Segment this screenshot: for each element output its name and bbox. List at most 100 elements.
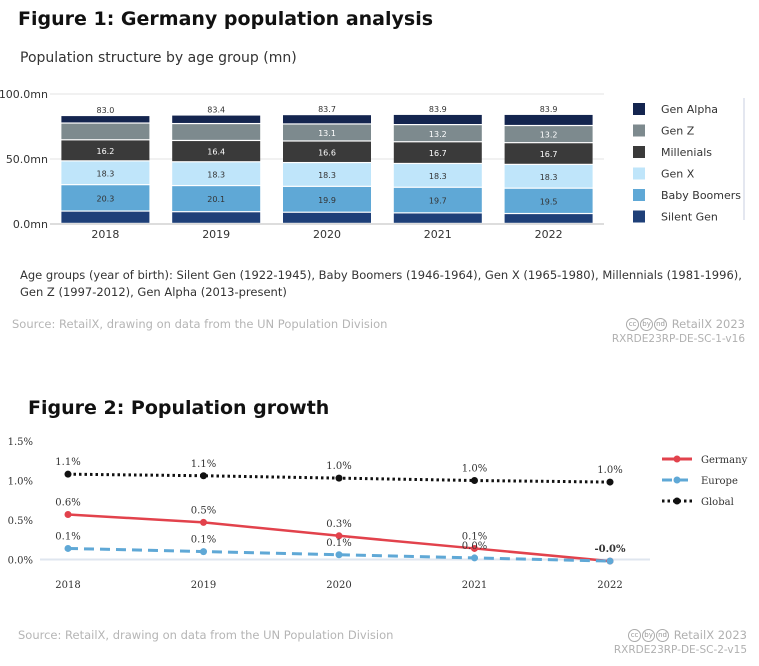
legend-swatch [633,210,645,223]
europe-line [67,546,611,563]
legend-label: Gen X [661,168,695,181]
by-license-icon: by [640,318,654,331]
nd-license-icon: nd [656,629,670,642]
x-tick-label: 2022 [597,580,622,591]
germany-point [335,532,343,540]
legend-marker [673,455,681,463]
bar-segment [393,142,482,163]
legend-swatch [633,124,645,137]
data-label: 1.0% [597,465,622,476]
y-tick-label: 0.5% [8,516,33,527]
bar-segment [283,212,371,223]
bar-total-label: 83.9 [540,105,558,114]
bar-segment [172,124,261,140]
x-tick-label: 2019 [202,228,230,241]
bar-data-label: 13.1 [318,129,336,138]
europe-point [335,551,343,559]
legend-swatch [633,146,645,158]
bar-segment [504,143,593,164]
y-tick-label: 1.0% [8,477,33,488]
bar-total-label: 83.9 [429,105,447,114]
global-point [606,478,614,486]
data-label: 1.0% [326,461,351,472]
bar-segment [504,114,593,125]
y-tick-label: 50.0mn [6,153,48,166]
bar-segment [172,162,261,185]
legend-label: Gen Z [661,125,695,138]
germany-point [471,544,478,552]
bar-data-label: 16.7 [429,149,447,158]
bar-segment [283,115,371,124]
x-tick-label: 2021 [462,580,487,591]
data-label: 0.1% [191,535,216,546]
bar-segment [283,124,371,141]
bar-data-label: 18.3 [429,172,447,181]
legend-marker [673,497,681,505]
data-label: 0.6% [55,497,80,508]
bar-data-label: 18.3 [96,169,114,178]
bar-segment [504,126,593,143]
bar-data-label: 18.3 [207,170,225,179]
figure1-code: RXRDE23RP-DE-SC-1-v16 [611,333,745,345]
bar-data-label: 16.4 [207,148,225,157]
figure2-title: Figure 2: Population growth [28,397,330,419]
bar-segment [393,213,482,223]
bar-data-label: 19.7 [429,197,447,206]
germany-point [200,518,207,526]
europe-point [200,548,207,556]
figure1-source: Source: RetailX, drawing on data from th… [12,317,388,331]
legend-label: Germany [701,455,748,466]
bar-data-label: 13.2 [540,131,558,140]
figure2-brand: cc by nd RetailX 2023 [628,628,747,642]
cc-license-icon: cc [626,318,640,331]
bar-segment [61,185,150,211]
bar-total-label: 83.4 [207,106,225,115]
figure1-brand: cc by nd RetailX 2023 [626,317,745,331]
data-label: 0.1% [462,531,487,542]
x-tick-label: 2020 [313,228,341,241]
bar-data-label: 20.3 [96,194,114,203]
bar-data-label: 16.2 [96,147,114,156]
bar-total-label: 83.0 [96,106,114,115]
x-tick-label: 2018 [55,580,80,591]
bar-segment [504,164,593,188]
data-label: 0.5% [191,505,216,516]
bar-total-label: 83.7 [318,105,336,114]
bar-segment [172,212,261,223]
bar-segment [393,187,482,213]
nd-license-icon: nd [654,318,668,331]
bar-segment [61,161,150,185]
bar-segment [504,214,593,223]
y-tick-label: 0.0% [8,556,33,567]
x-tick-label: 2021 [424,228,452,241]
figure2-code: RXRDE23RP-DE-SC-2-v15 [613,644,747,656]
bar-segment [172,186,261,212]
y-tick-label: 100.0mn [0,88,48,101]
x-tick-label: 2018 [91,228,119,241]
bar-data-label: 18.3 [318,171,336,180]
x-tick-label: 2020 [326,580,351,591]
data-label: -0.0% [594,544,626,555]
bar-segment [504,188,593,213]
bar-data-label: 19.9 [318,196,336,205]
figure1-title: Figure 1: Germany population analysis [18,8,434,30]
figure1-subtitle: Population structure by age group (mn) [20,50,297,66]
y-tick-label: 0.0mn [13,218,48,231]
global-point [200,472,207,480]
global-point [471,477,478,484]
bar-segment [172,141,261,162]
legend-swatch [633,167,645,180]
data-label: 1.1% [191,459,216,470]
y-tick-label: 1.5% [8,437,33,448]
bar-segment [172,115,261,123]
bar-segment [61,211,150,223]
europe-point [64,544,72,552]
bar-segment [393,125,482,142]
legend-marker [673,476,681,484]
data-label: 0.3% [326,519,351,530]
bar-data-label: 20.1 [207,195,225,204]
bar-data-label: 16.7 [540,150,558,159]
bar-segment [393,114,482,124]
figure2-source: Source: RetailX, drawing on data from th… [18,628,394,642]
bar-data-label: 18.3 [540,173,558,182]
